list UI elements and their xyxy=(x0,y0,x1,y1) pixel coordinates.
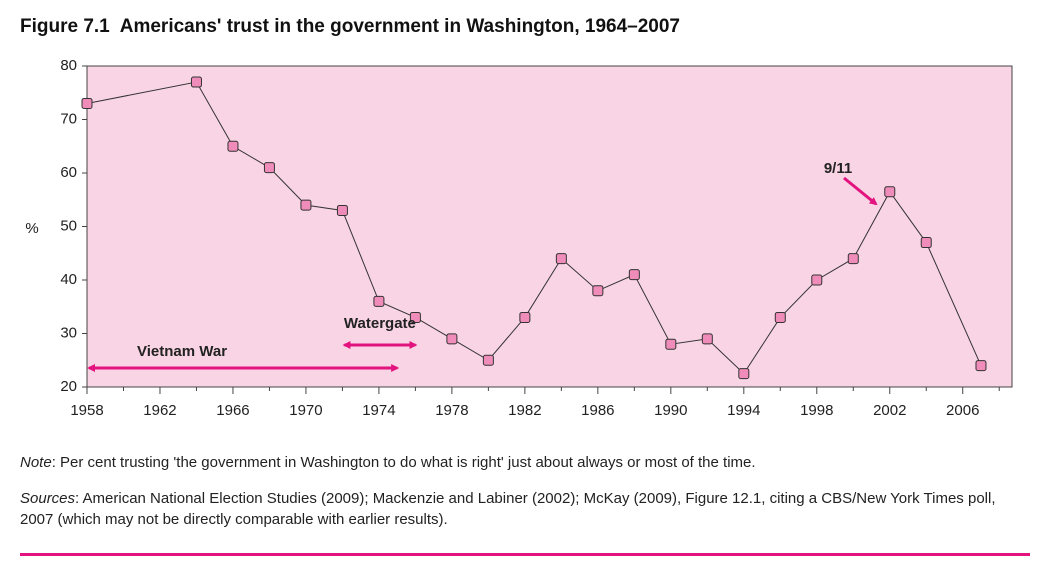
x-tick-label: 1958 xyxy=(70,402,103,419)
y-tick-label: 40 xyxy=(60,271,77,288)
period-label: Vietnam War xyxy=(137,343,227,360)
sources-text: : American National Election Studies (20… xyxy=(20,490,996,528)
data-point xyxy=(920,237,932,249)
data-point xyxy=(446,333,458,345)
plot-area xyxy=(86,65,1013,388)
data-point xyxy=(336,204,348,216)
x-tick-label: 1990 xyxy=(654,402,687,419)
data-point xyxy=(300,199,312,211)
x-tick-label: 2006 xyxy=(946,402,979,419)
x-tick-label: 1982 xyxy=(508,402,541,419)
data-point xyxy=(884,186,896,198)
y-tick-label: 70 xyxy=(60,110,77,127)
data-point xyxy=(975,360,987,372)
x-tick-label: 1978 xyxy=(435,402,468,419)
data-point xyxy=(738,368,750,380)
note: Note: Per cent trusting 'the government … xyxy=(20,452,1030,473)
figure-label: Figure 7.1 xyxy=(20,16,110,37)
y-tick-label: 20 xyxy=(60,378,77,395)
note-text: : Per cent trusting 'the government in W… xyxy=(51,454,756,471)
data-point xyxy=(373,295,385,307)
data-point xyxy=(847,253,859,265)
x-tick-label: 1966 xyxy=(216,402,249,419)
x-tick-label: 2002 xyxy=(873,402,906,419)
data-point xyxy=(227,140,239,152)
data-point xyxy=(665,338,677,350)
data-point xyxy=(811,274,823,286)
x-tick-label: 1994 xyxy=(727,402,760,419)
data-point xyxy=(628,269,640,281)
data-point xyxy=(190,76,202,88)
x-tick-label: 1962 xyxy=(143,402,176,419)
period-label: Watergate xyxy=(344,315,416,332)
y-tick-label: 30 xyxy=(60,324,77,341)
y-tick-label: 80 xyxy=(60,57,77,74)
data-point xyxy=(774,311,786,323)
bottom-rule xyxy=(20,553,1030,556)
data-point xyxy=(263,162,275,174)
sources: Sources: American National Election Stud… xyxy=(20,488,1030,530)
data-point xyxy=(701,333,713,345)
x-tick-label: 1998 xyxy=(800,402,833,419)
note-label: Note xyxy=(20,454,52,471)
data-point xyxy=(592,285,604,297)
y-tick-label: 50 xyxy=(60,217,77,234)
data-point xyxy=(81,97,93,109)
data-point xyxy=(519,311,531,323)
data-point xyxy=(555,253,567,265)
x-tick-label: 1974 xyxy=(362,402,395,419)
y-tick-label: 60 xyxy=(60,164,77,181)
x-tick-label: 1986 xyxy=(581,402,614,419)
sources-label: Sources xyxy=(20,490,76,507)
y-axis-label: % xyxy=(25,220,38,237)
data-point xyxy=(409,311,421,323)
chart-title: Americans' trust in the government in Wa… xyxy=(119,16,680,37)
event-arrow xyxy=(843,176,878,206)
event-label: 9/11 xyxy=(824,160,852,177)
chart: % 20 30 40 50 60 70 80 1958 1962 1966 1970 1974 1978… xyxy=(25,57,1013,419)
x-tick-label: 1970 xyxy=(289,402,322,419)
data-point xyxy=(482,354,494,366)
title: Figure 7.1 Americans' trust in the govern… xyxy=(20,16,680,38)
